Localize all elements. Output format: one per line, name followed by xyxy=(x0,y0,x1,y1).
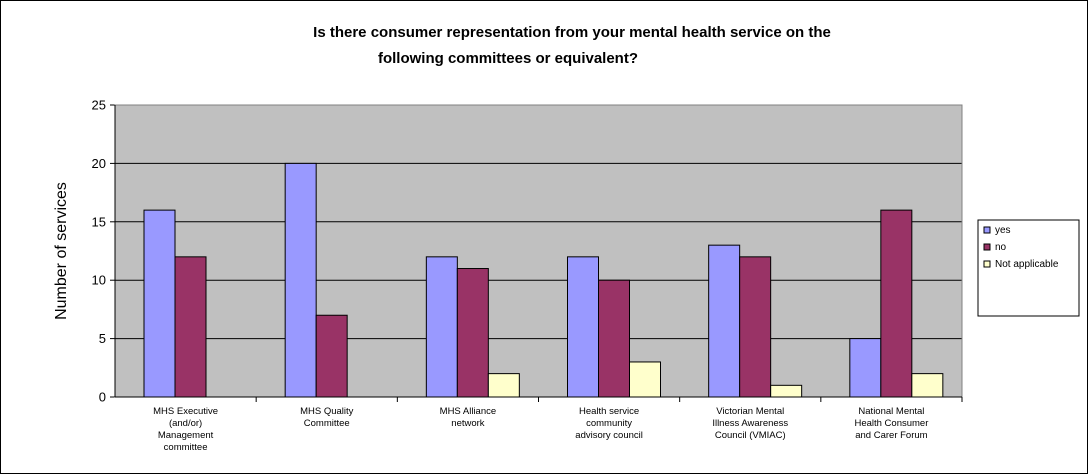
x-category-label: MHS Alliance xyxy=(440,406,497,417)
x-category-label: and Carer Forum xyxy=(855,430,927,441)
bar-yes xyxy=(425,256,458,398)
bar-no xyxy=(174,256,207,398)
plot-area: 0 5 10 15 20 25 MHS Executive(and/or)Managemen… xyxy=(92,98,963,453)
bar-yes xyxy=(284,162,317,398)
bar-no xyxy=(456,268,489,398)
chart-title-line-2: following committees or equivalent? xyxy=(378,50,638,67)
y-tick-label: 0 xyxy=(99,390,106,405)
bar-no xyxy=(315,314,348,398)
legend-swatch-yes xyxy=(983,226,991,234)
x-category-label: MHS Executive xyxy=(153,406,218,417)
x-category-label: Victorian Mental xyxy=(716,406,784,417)
bar-yes xyxy=(849,338,882,398)
legend: yes no Not applicable xyxy=(977,219,1080,317)
bar-yes xyxy=(567,256,599,398)
x-category-label: Management xyxy=(158,430,214,441)
y-tick-label: 15 xyxy=(92,214,106,229)
bar-not-applicable xyxy=(911,373,944,398)
y-tick-label: 10 xyxy=(92,273,106,288)
bar-not-applicable xyxy=(487,373,520,398)
x-category-label: Committee xyxy=(304,418,350,429)
x-category-label: committee xyxy=(164,442,208,453)
bar-not-applicable xyxy=(770,384,803,398)
y-tick-label: 20 xyxy=(92,156,106,171)
chart-title-line-1: Is there consumer representation from yo… xyxy=(313,24,831,41)
y-tick-label: 25 xyxy=(92,98,106,113)
y-tick-label: 5 xyxy=(99,331,106,346)
x-category-label: Health service xyxy=(579,406,639,417)
legend-label: yes xyxy=(995,225,1011,236)
x-category-label: National Mental xyxy=(858,406,924,417)
x-category-label: MHS Quality xyxy=(300,406,354,417)
plot-background xyxy=(115,105,962,397)
bar-no xyxy=(880,209,913,398)
legend-box xyxy=(977,219,1080,317)
bar-yes xyxy=(708,244,741,398)
x-category-label: Council (VMIAC) xyxy=(715,430,786,441)
x-category-label: advisory council xyxy=(575,430,643,441)
bar-yes xyxy=(143,209,176,398)
x-category-label: Illness Awareness xyxy=(712,418,788,429)
x-category-label: (and/or) xyxy=(169,418,202,429)
bar-not-applicable xyxy=(629,361,661,398)
legend-label: no xyxy=(995,242,1007,253)
legend-swatch-no xyxy=(983,243,991,251)
bar-no xyxy=(598,279,630,398)
bar-no xyxy=(739,256,772,398)
y-axis-label: Number of services xyxy=(53,182,70,320)
x-category-label: community xyxy=(586,418,632,429)
legend-swatch-not-applicable xyxy=(983,260,991,268)
legend-label: Not applicable xyxy=(995,259,1059,270)
x-category-label: Health Consumer xyxy=(854,418,928,429)
x-category-label: network xyxy=(451,418,485,429)
